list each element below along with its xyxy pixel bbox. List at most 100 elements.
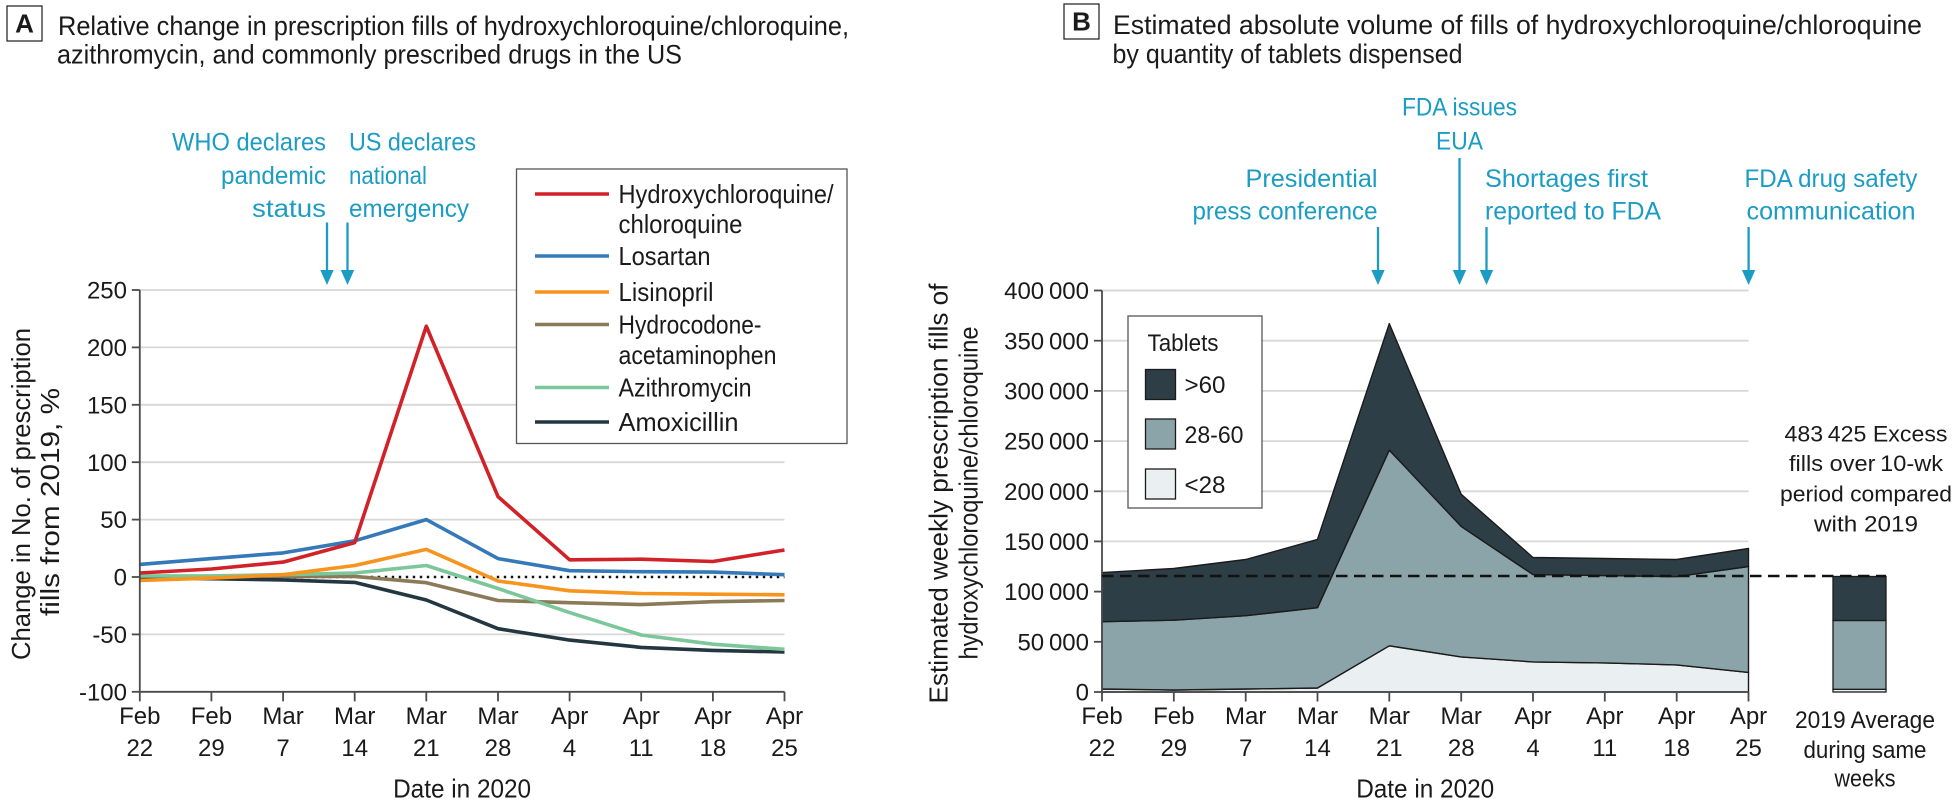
svg-text:25: 25: [1735, 735, 1762, 762]
svg-text:period compared: period compared: [1780, 482, 1952, 507]
svg-text:7: 7: [276, 735, 289, 762]
svg-text:Amoxicillin: Amoxicillin: [619, 407, 739, 437]
svg-text:25: 25: [771, 735, 798, 762]
svg-text:Date in 2020: Date in 2020: [393, 774, 531, 804]
svg-text:B: B: [1072, 7, 1091, 37]
svg-text:Losartan: Losartan: [619, 241, 711, 271]
svg-text:fills from 2019, %: fills from 2019, %: [35, 388, 65, 616]
svg-text:29: 29: [1160, 735, 1187, 762]
svg-text:18: 18: [1663, 735, 1690, 762]
svg-text:Apr: Apr: [766, 703, 803, 730]
svg-text:Feb: Feb: [1153, 703, 1194, 730]
svg-text:Mar: Mar: [1369, 703, 1410, 730]
svg-text:Hydrocodone-: Hydrocodone-: [619, 310, 762, 340]
svg-text:Estimated weekly prescription: Estimated weekly prescription fills of: [924, 283, 954, 704]
svg-text:Mar: Mar: [334, 703, 375, 730]
svg-text:acetaminophen: acetaminophen: [619, 340, 777, 370]
svg-text:Apr: Apr: [1586, 703, 1623, 730]
svg-text:reported to FDA: reported to FDA: [1485, 198, 1661, 226]
svg-text:18: 18: [700, 735, 727, 762]
svg-text:28: 28: [1448, 735, 1475, 762]
svg-text:Tablets: Tablets: [1148, 330, 1219, 357]
svg-text:Apr: Apr: [551, 703, 588, 730]
svg-text:Estimated absolute volume of f: Estimated absolute volume of fills of hy…: [1113, 10, 1922, 40]
svg-text:150: 150: [87, 392, 127, 419]
svg-text:483 425 Excess: 483 425 Excess: [1785, 422, 1948, 447]
svg-text:2019 Average: 2019 Average: [1795, 707, 1935, 734]
svg-text:7: 7: [1239, 735, 1252, 762]
svg-text:Apr: Apr: [1730, 703, 1767, 730]
svg-text:hydroxychloroquine/chloroquine: hydroxychloroquine/chloroquine: [954, 327, 984, 660]
svg-text:Presidential: Presidential: [1246, 165, 1378, 193]
svg-text:22: 22: [126, 735, 153, 762]
svg-text:28: 28: [485, 735, 512, 762]
svg-text:-50: -50: [92, 622, 127, 649]
svg-text:Apr: Apr: [1658, 703, 1695, 730]
svg-text:100 000: 100 000: [1004, 579, 1089, 606]
svg-text:communication: communication: [1747, 198, 1916, 226]
svg-text:28-60: 28-60: [1185, 422, 1244, 449]
svg-text:azithromycin, and commonly pre: azithromycin, and commonly prescribed dr…: [57, 40, 682, 70]
svg-text:>60: >60: [1185, 372, 1226, 399]
svg-text:Mar: Mar: [406, 703, 447, 730]
svg-text:22: 22: [1089, 735, 1116, 762]
svg-text:fills over 10-wk: fills over 10-wk: [1789, 451, 1944, 476]
svg-text:Apr: Apr: [1514, 703, 1551, 730]
svg-text:Change in No. of prescription: Change in No. of prescription: [6, 328, 36, 660]
svg-text:300 000: 300 000: [1004, 379, 1089, 406]
svg-text:chloroquine: chloroquine: [619, 209, 743, 239]
svg-text:pandemic: pandemic: [221, 162, 326, 190]
svg-text:4: 4: [563, 735, 576, 762]
svg-text:FDA drug safety: FDA drug safety: [1745, 165, 1918, 193]
svg-text:press conference: press conference: [1193, 198, 1378, 226]
svg-text:0: 0: [1076, 680, 1089, 707]
svg-text:50: 50: [100, 507, 127, 534]
svg-text:WHO declares: WHO declares: [172, 129, 326, 157]
svg-text:US declares: US declares: [349, 129, 476, 157]
svg-text:weeks: weeks: [1834, 766, 1896, 793]
svg-text:11: 11: [1592, 735, 1617, 762]
svg-text:EUA: EUA: [1436, 128, 1483, 156]
svg-text:4: 4: [1526, 735, 1539, 762]
svg-text:200 000: 200 000: [1004, 479, 1089, 506]
svg-text:national: national: [349, 162, 427, 190]
svg-text:14: 14: [1304, 735, 1331, 762]
svg-text:Azithromycin: Azithromycin: [619, 373, 752, 403]
svg-text:emergency: emergency: [349, 195, 469, 223]
svg-text:Mar: Mar: [1441, 703, 1482, 730]
svg-text:100: 100: [87, 450, 127, 477]
svg-text:Mar: Mar: [477, 703, 518, 730]
svg-text:Apr: Apr: [623, 703, 660, 730]
svg-text:<28: <28: [1185, 472, 1226, 499]
svg-text:14: 14: [341, 735, 368, 762]
svg-text:Feb: Feb: [119, 703, 160, 730]
svg-text:350 000: 350 000: [1004, 328, 1089, 355]
svg-text:FDA issues: FDA issues: [1402, 94, 1517, 122]
svg-text:250 000: 250 000: [1004, 429, 1089, 456]
svg-text:200: 200: [87, 335, 127, 362]
svg-text:150 000: 150 000: [1004, 529, 1089, 556]
svg-text:21: 21: [1376, 735, 1403, 762]
svg-text:Feb: Feb: [1081, 703, 1122, 730]
svg-text:Feb: Feb: [191, 703, 232, 730]
svg-text:with 2019: with 2019: [1813, 512, 1918, 537]
svg-text:400 000: 400 000: [1004, 278, 1089, 305]
svg-text:29: 29: [198, 735, 225, 762]
svg-text:Hydroxychloroquine/: Hydroxychloroquine/: [619, 179, 835, 209]
svg-text:during same: during same: [1804, 737, 1927, 764]
svg-text:Relative change in prescriptio: Relative change in prescription fills of…: [58, 11, 849, 41]
svg-text:Mar: Mar: [1297, 703, 1338, 730]
svg-text:11: 11: [629, 735, 654, 762]
svg-text:Date in 2020: Date in 2020: [1356, 774, 1494, 804]
svg-text:Lisinopril: Lisinopril: [619, 277, 714, 307]
svg-text:250: 250: [87, 278, 127, 305]
svg-text:A: A: [15, 9, 34, 39]
svg-text:by quantity of tablets dispens: by quantity of tablets dispensed: [1113, 39, 1463, 69]
svg-text:0: 0: [114, 565, 127, 592]
svg-text:Mar: Mar: [262, 703, 303, 730]
svg-text:Shortages first: Shortages first: [1485, 165, 1648, 193]
svg-text:Mar: Mar: [1225, 703, 1266, 730]
svg-text:50 000: 50 000: [1017, 629, 1089, 656]
svg-text:-100: -100: [79, 679, 127, 706]
svg-text:21: 21: [413, 735, 440, 762]
